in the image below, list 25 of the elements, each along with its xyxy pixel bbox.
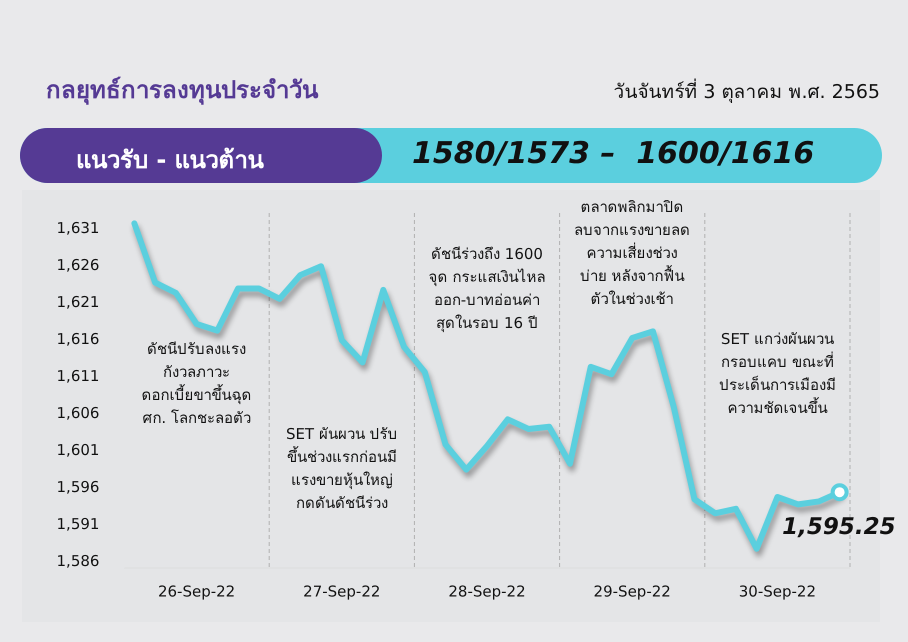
annotation: ดัชนีปรับลงแรง กังวลภาวะ ดอกเบี้ยขาขึ้นฉุด ศก. โลกชะลอตัว <box>140 339 253 429</box>
y-tick-label: 1,611 <box>56 367 100 386</box>
x-tick-label: 28-Sep-22 <box>448 582 526 601</box>
annotation: SET ผันผวน ปรับ ขึ้นช่วงแรกก่อนมี แรงขายหุ้นใหญ่ กดดันดัชนีร่วง <box>284 424 399 514</box>
chart-subtitle: วันจันทร์ที่ 3 ตุลาคม พ.ศ. 2565 <box>613 78 880 105</box>
x-tick-label: 27-Sep-22 <box>303 582 380 601</box>
y-tick-label: 1,621 <box>56 293 100 312</box>
y-tick-label: 1,586 <box>56 552 100 570</box>
x-tick-label: 29-Sep-22 <box>594 582 671 601</box>
y-tick-label: 1,591 <box>56 514 100 533</box>
text: 1580/1573 – 1600/1616 <box>412 136 814 171</box>
y-tick-label: 1,601 <box>56 440 100 459</box>
y-tick-label: 1,626 <box>56 256 100 274</box>
annotation: SET แกว่งผันผวน กรอบแคบ ขณะที่ ประเด็นการเมืองมี ความชัดเจนขึ้น <box>718 329 837 419</box>
y-tick-label: 1,596 <box>56 478 100 496</box>
y-tick-label: 1,606 <box>56 404 100 422</box>
x-tick-label: 26-Sep-22 <box>158 582 236 601</box>
y-tick-label: 1,616 <box>56 330 100 348</box>
y-tick-label: 1,631 <box>56 219 100 238</box>
x-tick-label: 30-Sep-22 <box>738 582 816 601</box>
data-label: 1,595.25 <box>781 514 896 540</box>
annotation: ดัชนีร่วงถึง 1600 จุด กระแสเงินไหล ออก-บาทอ่อนค่า สุดในรอบ 16 ปี <box>428 244 546 334</box>
annotation: ตลาดพลิกมาปิด ลบจากแรงขายลด ความเสี่ยงช่วง บ่าย หลังจากฟื้น ตัวในช่วงเช้า <box>573 197 692 310</box>
text: แนวรับ - แนวต้าน <box>76 145 264 176</box>
chart-title: กลยุทธ์การลงทุนประจำวัน <box>46 75 318 107</box>
